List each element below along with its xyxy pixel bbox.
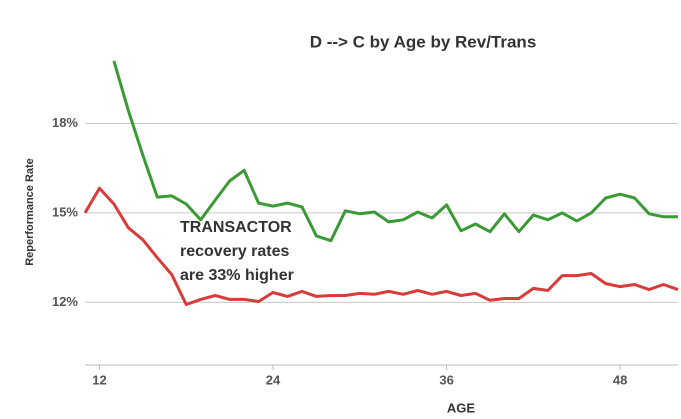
series-line bbox=[112, 60, 678, 243]
x-tick-label: 24 bbox=[266, 372, 281, 387]
y-tick-label: 12% bbox=[52, 294, 78, 309]
annotation: recovery rates bbox=[180, 243, 290, 260]
series-line bbox=[83, 186, 679, 306]
y-tick-label: 15% bbox=[52, 204, 78, 219]
x-tick-label: 48 bbox=[613, 372, 627, 387]
x-tick-label: 36 bbox=[439, 372, 453, 387]
y-tick-label: 18% bbox=[52, 115, 78, 130]
annotation: TRANSACTOR bbox=[180, 219, 292, 236]
x-axis-label: AGE bbox=[447, 400, 476, 415]
chart-title: D --> C by Age by Rev/Trans bbox=[310, 32, 537, 51]
annotation: are 33% higher bbox=[180, 267, 294, 284]
y-axis-label: Reperformance Rate bbox=[24, 158, 36, 266]
x-tick-label: 12 bbox=[92, 372, 106, 387]
